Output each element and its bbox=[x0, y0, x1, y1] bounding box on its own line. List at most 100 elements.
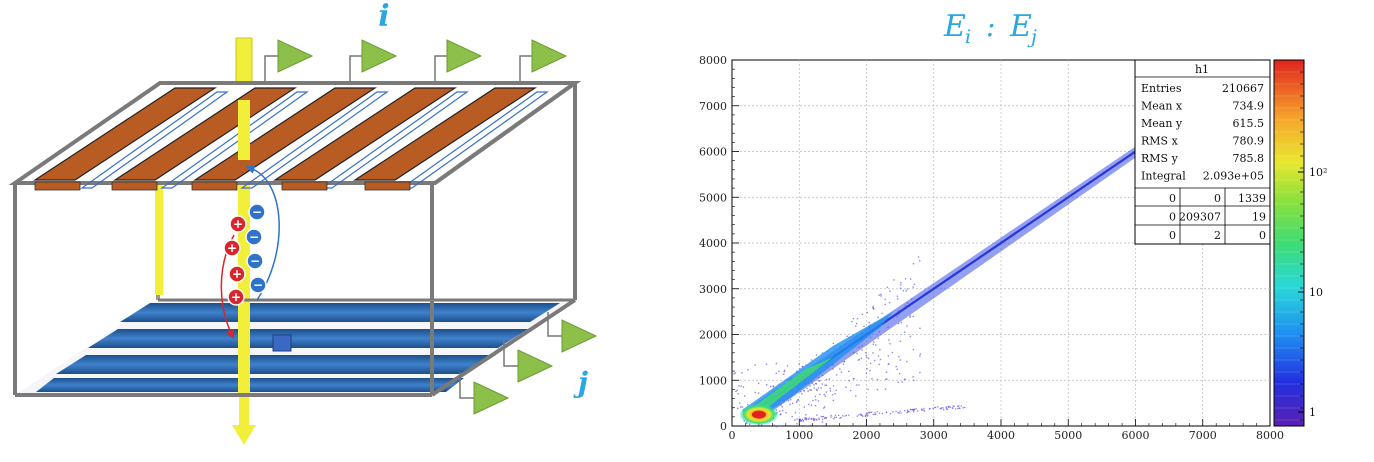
noise-point bbox=[905, 290, 907, 292]
stats-value: 2.093e+05 bbox=[1203, 170, 1264, 183]
noise-point bbox=[807, 390, 809, 392]
noise-point bbox=[829, 387, 831, 390]
noise-point bbox=[772, 386, 775, 388]
noise-point bbox=[909, 335, 912, 338]
noise-point bbox=[906, 288, 909, 290]
noise-point bbox=[810, 424, 812, 427]
title-separator: : bbox=[986, 10, 995, 43]
noise-point bbox=[884, 298, 886, 301]
svg-text:−: − bbox=[253, 278, 263, 292]
secondary-band-point bbox=[897, 412, 899, 414]
secondary-band-point bbox=[814, 418, 816, 420]
secondary-band-point bbox=[928, 408, 931, 410]
noise-point bbox=[919, 260, 921, 262]
noise-point bbox=[742, 386, 745, 388]
noise-point bbox=[785, 412, 787, 414]
colorbar-tick-label: 1 bbox=[1309, 406, 1316, 419]
secondary-band-point bbox=[810, 417, 813, 420]
secondary-band-point bbox=[909, 408, 912, 411]
secondary-band-point bbox=[932, 407, 934, 410]
noise-point bbox=[877, 355, 880, 357]
noise-point bbox=[887, 355, 890, 357]
x-tick-label: 3000 bbox=[920, 429, 948, 442]
beam-track-through-plane bbox=[238, 100, 250, 160]
noise-point bbox=[740, 385, 743, 387]
noise-point bbox=[806, 387, 808, 390]
noise-point bbox=[872, 352, 874, 354]
noise-point bbox=[861, 349, 863, 351]
secondary-band-point bbox=[802, 419, 804, 422]
noise-point bbox=[909, 278, 912, 280]
stats-value: 780.9 bbox=[1233, 135, 1265, 148]
electron-charge: − bbox=[249, 276, 267, 294]
noise-point bbox=[736, 407, 739, 410]
strip-edge bbox=[364, 181, 411, 191]
secondary-band-point bbox=[870, 411, 873, 413]
secondary-band-point bbox=[945, 406, 947, 408]
noise-point bbox=[829, 390, 832, 392]
secondary-band-point bbox=[815, 418, 818, 421]
bottom-strip-plane bbox=[15, 300, 575, 395]
stats-label: Mean x bbox=[1141, 100, 1183, 113]
svg-text:+: + bbox=[231, 290, 241, 304]
noise-point bbox=[855, 395, 857, 397]
strip-edge bbox=[191, 181, 238, 191]
noise-point bbox=[848, 370, 850, 373]
secondary-band-point bbox=[838, 414, 840, 417]
secondary-band-point bbox=[923, 410, 926, 412]
secondary-band-point bbox=[943, 409, 945, 411]
noise-point bbox=[736, 389, 738, 392]
secondary-band-point bbox=[874, 413, 877, 415]
noise-point bbox=[906, 360, 908, 363]
electron-charge: − bbox=[246, 252, 264, 270]
noise-point bbox=[779, 413, 782, 416]
secondary-band-point bbox=[808, 418, 810, 420]
noise-point bbox=[737, 392, 739, 395]
secondary-band-point bbox=[906, 409, 909, 411]
stats-box: h1 Entries 210667 Mean x 734.9 Mean y 615.5 RM… bbox=[1134, 59, 1271, 245]
noise-point bbox=[803, 390, 805, 392]
noise-point bbox=[872, 305, 874, 308]
noise-point bbox=[775, 372, 777, 375]
secondary-band-point bbox=[939, 408, 941, 410]
noise-point bbox=[775, 425, 778, 428]
amplifier-icon bbox=[519, 39, 568, 82]
secondary-band-point bbox=[864, 414, 867, 417]
hole-charge: + bbox=[229, 215, 247, 233]
noise-point bbox=[824, 384, 826, 386]
noise-point bbox=[900, 282, 902, 284]
noise-point bbox=[903, 331, 906, 333]
noise-point bbox=[825, 379, 828, 381]
stats-grid-cell: 0 bbox=[1259, 229, 1266, 242]
secondary-band-point bbox=[898, 412, 900, 414]
x-tick-label: 2000 bbox=[853, 429, 881, 442]
beam-direction-arrow-icon bbox=[232, 425, 256, 445]
secondary-band-point bbox=[859, 414, 862, 416]
secondary-band-point bbox=[820, 415, 822, 418]
secondary-band-point bbox=[940, 408, 942, 410]
noise-point bbox=[786, 365, 789, 367]
secondary-band-point bbox=[805, 418, 807, 421]
strip-outlines bbox=[80, 91, 549, 189]
noise-point bbox=[879, 358, 882, 361]
secondary-band-point bbox=[899, 410, 901, 412]
noise-point bbox=[896, 368, 898, 370]
noise-point bbox=[738, 402, 741, 404]
colorbar-gradient bbox=[1273, 59, 1305, 427]
noise-point bbox=[900, 321, 902, 324]
noise-point bbox=[808, 403, 810, 406]
colorbar-tick-label: 10² bbox=[1309, 166, 1327, 179]
noise-point bbox=[855, 325, 857, 327]
secondary-band-point bbox=[952, 407, 954, 409]
dense-band-core bbox=[746, 357, 833, 418]
noise-point bbox=[909, 316, 911, 318]
secondary-band-point bbox=[812, 417, 815, 420]
strip-detector-diagram: + + + + − − − bbox=[8, 0, 598, 445]
secondary-band-point bbox=[844, 415, 846, 417]
bottom-strip bbox=[88, 329, 528, 348]
noise-point bbox=[877, 337, 879, 340]
noise-point bbox=[792, 402, 794, 405]
noise-point bbox=[814, 395, 816, 398]
noise-point bbox=[754, 364, 756, 366]
y-tick-label: 6000 bbox=[699, 146, 727, 159]
